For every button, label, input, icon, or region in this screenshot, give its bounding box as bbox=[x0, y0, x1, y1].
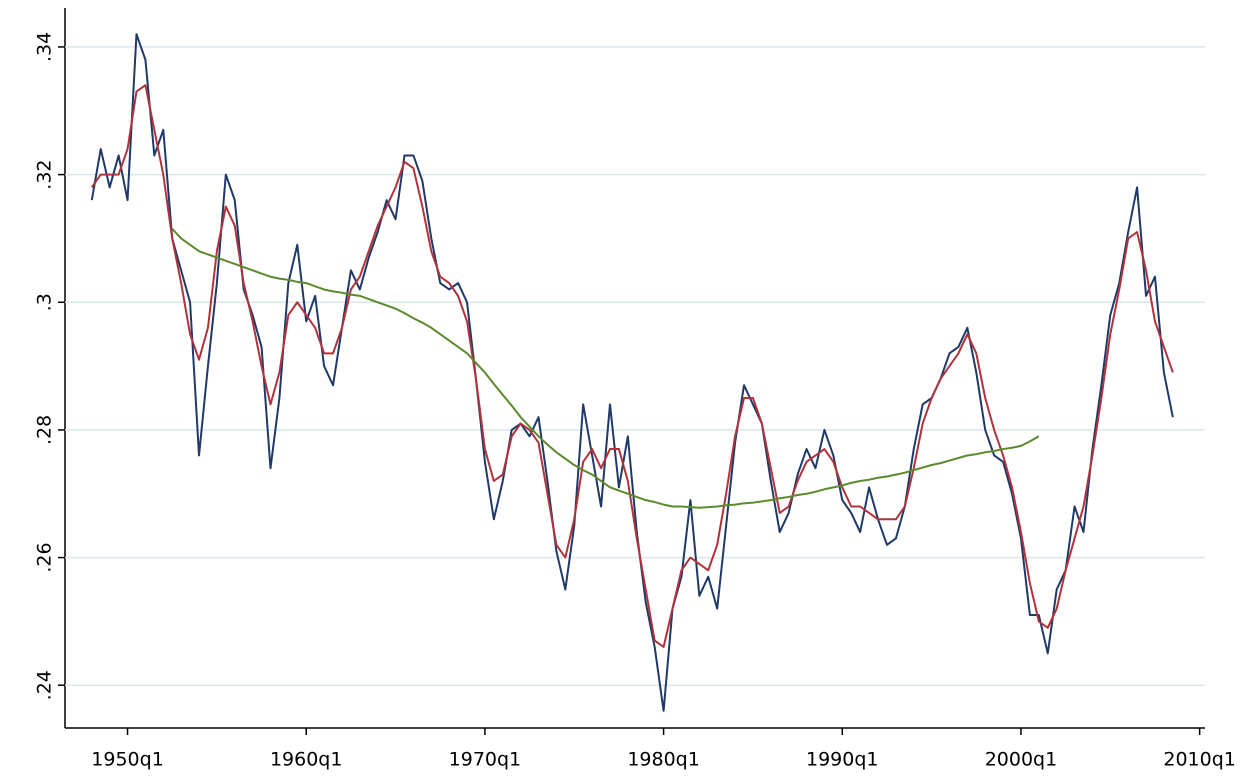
y-tick-label: .28 bbox=[34, 415, 56, 445]
series-line bbox=[90, 84, 1174, 648]
x-tick-label: 2000q1 bbox=[985, 749, 1058, 771]
y-tick-label: .26 bbox=[34, 542, 56, 572]
y-tick-label: .32 bbox=[34, 159, 56, 189]
x-tick-label: 1980q1 bbox=[627, 749, 700, 771]
x-tick-label: 2010q1 bbox=[1163, 749, 1236, 771]
x-tick-label: 1950q1 bbox=[91, 749, 164, 771]
series-line bbox=[90, 33, 1174, 712]
x-tick-label: 1990q1 bbox=[806, 749, 879, 771]
y-tick-label: .24 bbox=[34, 670, 56, 700]
x-tick-label: 1960q1 bbox=[270, 749, 343, 771]
y-tick-label: .3 bbox=[34, 293, 56, 311]
y-tick-label: .34 bbox=[34, 32, 56, 62]
series-line bbox=[171, 228, 1040, 509]
x-tick-label: 1970q1 bbox=[449, 749, 522, 771]
